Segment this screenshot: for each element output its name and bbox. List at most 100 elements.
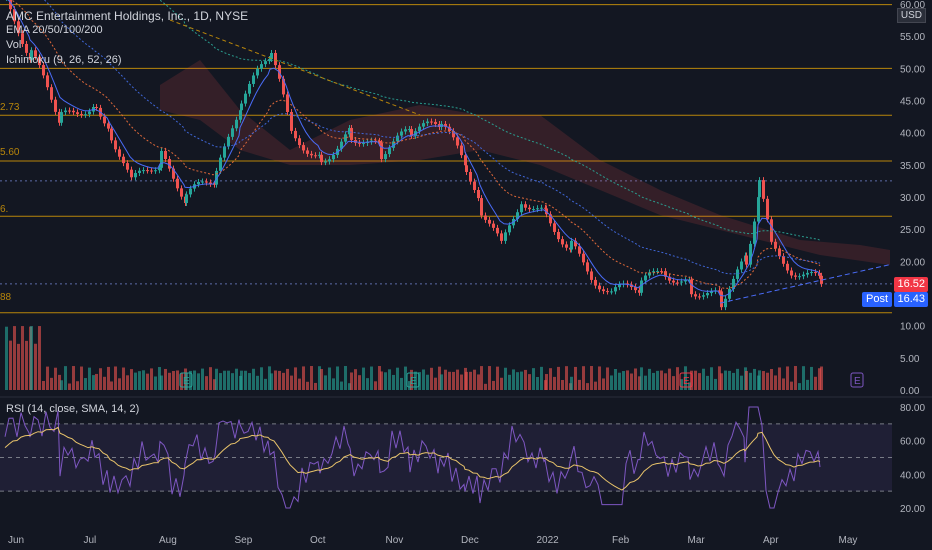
currency-label[interactable]: USD <box>896 8 926 23</box>
volume-bar <box>438 366 441 390</box>
volume-bar <box>248 373 251 390</box>
volume-bar <box>396 367 399 390</box>
candle-body <box>298 138 301 146</box>
volume-bar <box>504 367 507 390</box>
volume-legend[interactable]: Vol <box>6 39 22 51</box>
volume-bar <box>668 368 671 390</box>
volume-bar <box>802 366 805 390</box>
volume-bar <box>545 374 548 390</box>
rsi-legend[interactable]: RSI (14, close, SMA, 14, 2) <box>6 403 140 415</box>
volume-bar <box>634 368 637 390</box>
candle-body <box>130 169 133 178</box>
rsi-axis-tick: 60.00 <box>900 437 925 448</box>
candle-body <box>219 157 222 171</box>
volume-bar <box>197 373 200 390</box>
volume-bar <box>732 372 735 390</box>
candle-body <box>328 159 331 162</box>
candle-body <box>164 150 167 160</box>
candle-body <box>46 75 49 88</box>
volume-bar <box>465 371 468 390</box>
volume-bar <box>72 366 75 390</box>
candle-body <box>614 287 617 292</box>
ema-legend[interactable]: EMA 20/50/100/200 <box>6 24 103 36</box>
candle-body <box>260 64 263 69</box>
volume-bar <box>680 379 683 390</box>
volume-bar <box>724 370 727 390</box>
time-axis-tick: 2022 <box>537 535 560 546</box>
candle-body <box>540 207 543 209</box>
candle-body <box>766 198 769 220</box>
price-axis-tick: 20.00 <box>900 257 925 268</box>
volume-bar <box>320 369 323 390</box>
candle-body <box>702 295 705 297</box>
candle-body <box>21 33 24 44</box>
candle-body <box>378 140 381 144</box>
earnings-marker[interactable]: E <box>850 372 864 388</box>
candle-body <box>422 123 425 127</box>
volume-bar <box>672 376 675 390</box>
volume-bar <box>602 378 605 390</box>
volume-bar <box>540 366 543 390</box>
candle-body <box>374 140 377 142</box>
candle-body <box>223 146 226 158</box>
volume-bar <box>818 368 821 390</box>
candle-body <box>160 150 163 168</box>
volume-bar <box>205 376 208 390</box>
candle-body <box>698 296 701 298</box>
volume-bar <box>430 367 433 390</box>
candle-body <box>76 112 79 114</box>
volume-bar <box>138 371 141 390</box>
candle-body <box>549 214 552 224</box>
candle-body <box>790 270 793 276</box>
candle-body <box>810 272 813 274</box>
candle-body <box>536 208 539 210</box>
volume-bar <box>440 374 443 390</box>
earnings-marker[interactable]: E <box>179 372 193 388</box>
earnings-marker[interactable]: E <box>406 372 420 388</box>
candle-body <box>302 145 305 151</box>
volume-bar <box>30 326 33 390</box>
volume-bar <box>13 326 16 390</box>
volume-bar <box>710 367 713 390</box>
candle-body <box>464 155 467 166</box>
volume-bar <box>350 372 353 390</box>
volume-bar <box>328 367 331 390</box>
candle-body <box>664 271 667 277</box>
volume-bar <box>227 370 230 390</box>
volume-bar <box>362 367 365 390</box>
candle-body <box>396 135 399 142</box>
candle-body <box>95 107 98 109</box>
ema20-line <box>7 0 821 297</box>
volume-bar <box>34 343 37 390</box>
earnings-marker[interactable]: E <box>679 372 693 388</box>
volume-bar <box>460 374 463 390</box>
candle-body <box>740 261 743 270</box>
earnings-marker-box <box>179 372 193 388</box>
candle-body <box>110 128 113 141</box>
volume-bar <box>473 369 476 390</box>
candle-body <box>638 290 641 293</box>
candle-body <box>150 170 153 172</box>
candle-body <box>54 99 57 112</box>
candle-body <box>118 149 121 157</box>
candle-body <box>404 129 407 132</box>
candle-body <box>710 291 713 294</box>
volume-bar <box>332 378 335 390</box>
volume-bar <box>88 367 91 390</box>
chart-title: AMC Entertainment Holdings, Inc., 1D, NY… <box>6 9 249 23</box>
volume-bar <box>185 372 188 390</box>
ichimoku-legend[interactable]: Ichimoku (9, 26, 52, 26) <box>6 54 122 66</box>
candle-body <box>185 194 188 204</box>
candle-body <box>64 110 67 113</box>
volume-bar <box>154 376 157 390</box>
volume-bar <box>536 376 539 390</box>
volume-bar <box>553 376 556 390</box>
candle-body <box>68 110 71 112</box>
candle-body <box>516 212 519 219</box>
candle-body <box>602 289 605 292</box>
volume-bar <box>728 370 731 390</box>
volume-bar <box>806 379 809 390</box>
earnings-marker-label: E <box>183 376 190 387</box>
volume-bar <box>223 370 226 390</box>
